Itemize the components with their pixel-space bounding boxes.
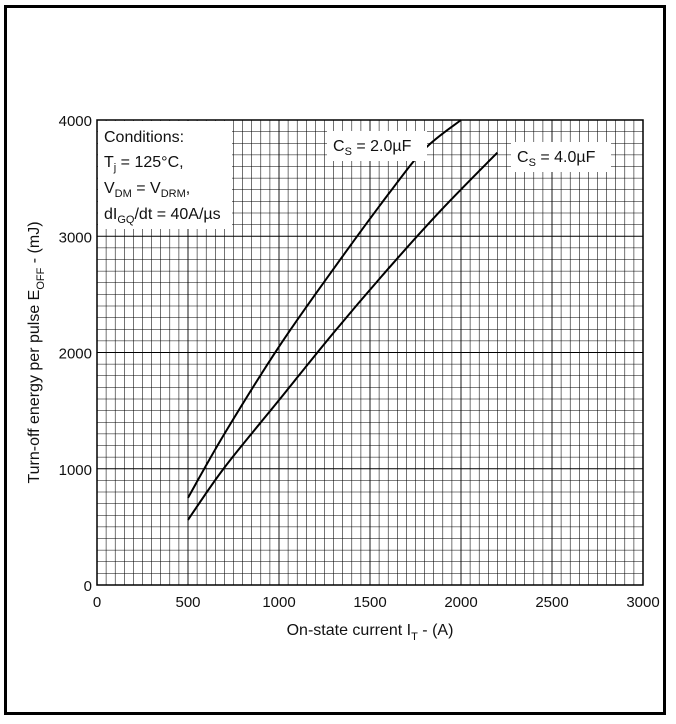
x-tick-label: 3000 [626,594,659,611]
x-tick-label: 2000 [444,594,477,611]
x-tick-label: 2500 [535,594,568,611]
y-tick-label: 4000 [59,113,92,130]
x-tick-label: 500 [175,594,200,611]
y-tick-label: 0 [84,578,92,595]
figure-frame: 0 500 1000 1500 2000 2500 3000 0 1000 2000 3000 400… [4,5,666,715]
series-label-cs-2uf: CS = 2.0µF [327,131,427,161]
chart: 0 500 1000 1500 2000 2500 3000 0 1000 2000 3000 400… [7,8,663,712]
conditions-box: Conditions: Tj = 125°C, VDM = VDRM, dIGQ… [98,121,232,229]
y-axis-label: Turn-off energy per pulse EOFF - (mJ) [26,221,47,483]
x-axis-label: On-state current IT - (A) [287,622,454,643]
series-label-cs-4uf: CS = 4.0µF [511,142,611,172]
x-tick-label: 1500 [353,594,386,611]
x-tick-label: 1000 [262,594,295,611]
y-tick-label: 3000 [59,229,92,246]
y-tick-label: 1000 [59,462,92,479]
x-tick-label: 0 [93,594,101,611]
conditions-title: Conditions: [104,129,184,146]
y-tick-label: 2000 [59,346,92,363]
